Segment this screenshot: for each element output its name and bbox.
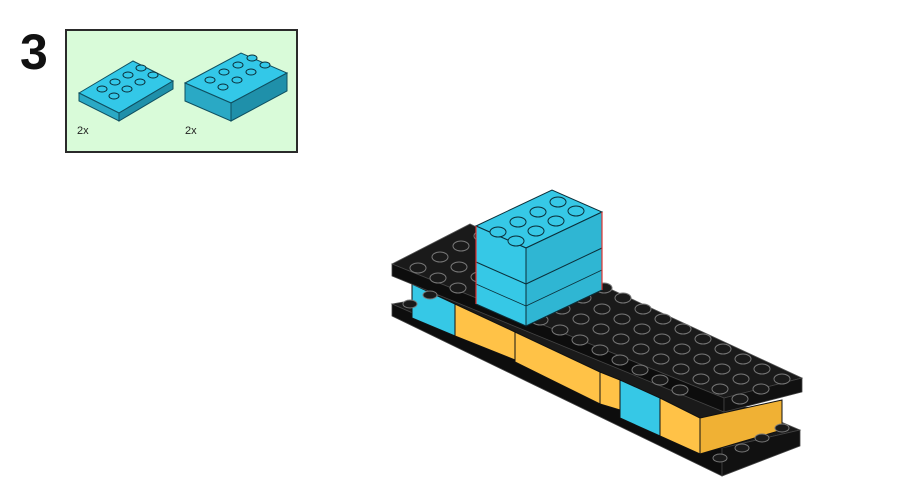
lower-plate-studs <box>402 290 790 463</box>
plate-quantity-label: 2x <box>77 125 89 137</box>
brick-quantity-label: 2x <box>185 125 197 137</box>
step-number: 3 <box>20 24 48 80</box>
support-bricks <box>411 283 783 455</box>
brick-side <box>230 72 288 122</box>
plate-2x4-part <box>77 60 175 122</box>
plate-side <box>118 80 174 122</box>
parts-list-callout: 2x 2x <box>65 29 298 153</box>
new-cyan-brick-stack <box>474 189 604 327</box>
brick-2x4-part <box>183 52 289 122</box>
